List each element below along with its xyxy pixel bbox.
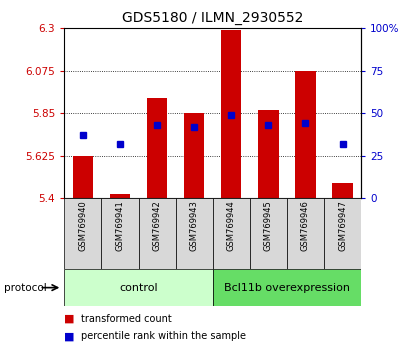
Bar (213, 198, 250, 269)
Bar (258, 110, 278, 198)
Text: GSM769944: GSM769944 (227, 200, 236, 251)
Bar (139, 198, 176, 269)
Text: GSM769945: GSM769945 (264, 200, 273, 251)
Text: GSM769946: GSM769946 (301, 200, 310, 251)
Text: GSM769947: GSM769947 (338, 200, 347, 251)
Bar (324, 198, 361, 269)
Bar (73, 156, 93, 198)
Bar (64, 198, 101, 269)
Bar (147, 98, 167, 198)
Text: control: control (119, 282, 158, 293)
Bar (101, 198, 139, 269)
Bar (287, 198, 324, 269)
Bar (64, 269, 213, 306)
Text: percentile rank within the sample: percentile rank within the sample (81, 331, 246, 341)
Bar (184, 113, 204, 198)
Text: ■: ■ (64, 314, 75, 324)
Text: GSM769940: GSM769940 (78, 200, 88, 251)
Text: transformed count: transformed count (81, 314, 172, 324)
Title: GDS5180 / ILMN_2930552: GDS5180 / ILMN_2930552 (122, 11, 303, 24)
Bar (332, 183, 353, 198)
Text: GSM769942: GSM769942 (153, 200, 161, 251)
Bar (213, 269, 361, 306)
Text: Bcl11b overexpression: Bcl11b overexpression (224, 282, 350, 293)
Bar (250, 198, 287, 269)
Bar (176, 198, 213, 269)
Bar (295, 71, 316, 198)
Text: ■: ■ (64, 331, 75, 341)
Text: protocol: protocol (4, 282, 47, 293)
Text: GSM769941: GSM769941 (115, 200, 124, 251)
Text: GSM769943: GSM769943 (190, 200, 199, 251)
Bar (110, 194, 130, 198)
Bar (221, 30, 242, 198)
